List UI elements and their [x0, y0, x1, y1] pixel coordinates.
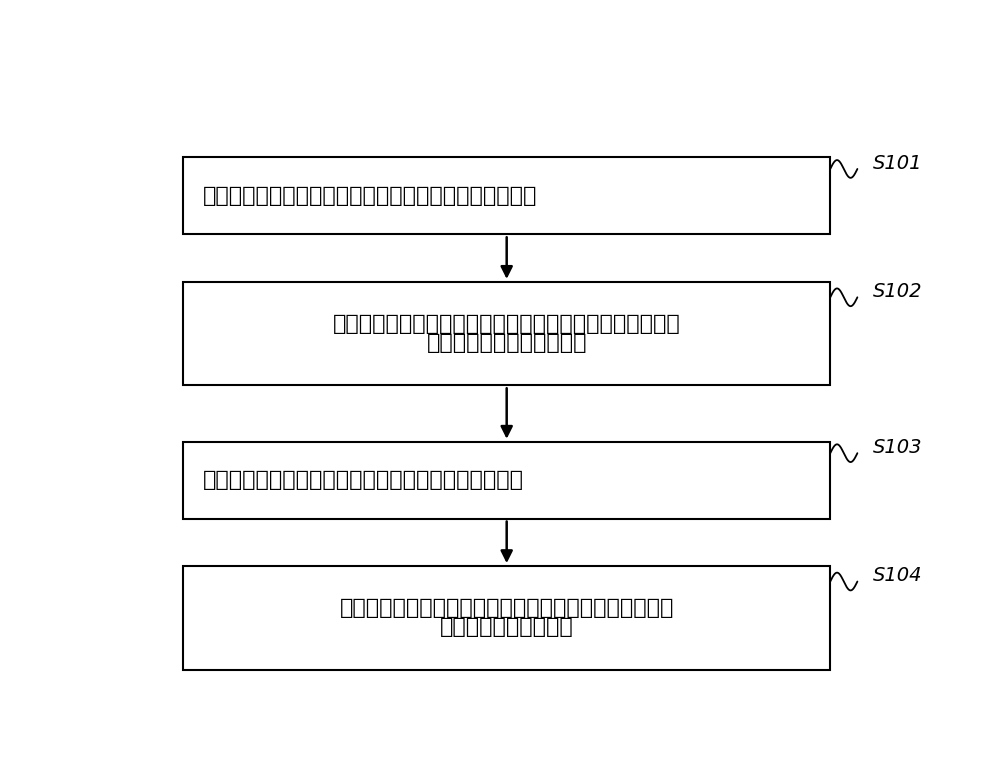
Text: 基于仿真平台，优化实验与模拟误差函数和有限元仿真模: 基于仿真平台，优化实验与模拟误差函数和有限元仿真模 — [340, 598, 674, 618]
Text: 对材料进行处理，获得在不同加载条件下材料的测试数据: 对材料进行处理，获得在不同加载条件下材料的测试数据 — [202, 186, 537, 206]
Text: 对获取的测试数据进行处理，编写实验与模拟误差函数: 对获取的测试数据进行处理，编写实验与模拟误差函数 — [202, 470, 524, 490]
Text: 型，获取最优仿真结果: 型，获取最优仿真结果 — [440, 618, 574, 638]
Text: S102: S102 — [873, 282, 922, 301]
Bar — [183, 281, 830, 385]
Bar — [183, 158, 830, 235]
Text: S101: S101 — [873, 154, 922, 172]
Text: 构建材料的有限元仿真模型: 构建材料的有限元仿真模型 — [426, 333, 587, 353]
Text: 根据材料的特性和实验的条件，进行材料的变形行为模拟，: 根据材料的特性和实验的条件，进行材料的变形行为模拟， — [333, 314, 681, 334]
Text: S103: S103 — [873, 438, 922, 457]
Bar — [183, 566, 830, 670]
Bar — [183, 441, 830, 518]
Text: S104: S104 — [873, 566, 922, 585]
